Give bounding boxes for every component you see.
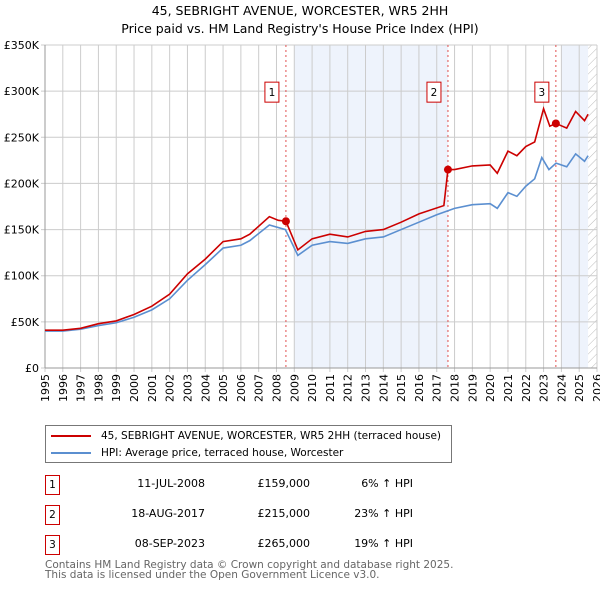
sale-price: £265,000 (257, 537, 311, 550)
sale-label: 1 (269, 87, 276, 99)
x-tick-label: 2007 (253, 374, 266, 402)
legend-swatch-red (51, 435, 91, 437)
x-tick-label: 2019 (466, 374, 479, 402)
x-tick-label: 1997 (75, 374, 88, 402)
x-tick-label: 2005 (217, 374, 230, 402)
sale-label-box (426, 81, 442, 103)
sale-price: £159,000 (257, 477, 311, 490)
hpi-line (45, 152, 589, 332)
sale-row: 3 08-SEP-2023 £265,000 19% ↑ HPI (45, 535, 465, 555)
y-tick-label: £0 (25, 362, 39, 375)
legend-swatch-blue (51, 452, 91, 454)
x-tick-label: 2011 (324, 374, 337, 402)
legend-item-hpi: HPI: Average price, terraced house, Worc… (51, 445, 343, 461)
x-tick-label: 2009 (288, 374, 301, 402)
sale-marker-badge: 3 (45, 535, 60, 555)
y-tick-label: £250K (4, 131, 40, 144)
x-tick-label: 2015 (395, 374, 408, 402)
sale-point (281, 217, 290, 226)
footer: Contains HM Land Registry data © Crown c… (45, 559, 454, 581)
sale-hpi-diff: 23% ↑ HPI (354, 507, 413, 520)
sale-row: 1 11-JUL-2008 £159,000 6% ↑ HPI (45, 475, 465, 495)
sale-date: 11-JUL-2008 (137, 477, 205, 490)
x-tick-label: 2026 (591, 374, 600, 402)
x-tick-label: 2003 (181, 374, 194, 402)
sale-point (551, 119, 560, 128)
sale-label-box (264, 81, 280, 103)
x-tick-label: 2023 (538, 374, 551, 402)
sale-row: 2 18-AUG-2017 £215,000 23% ↑ HPI (45, 505, 465, 525)
sale-hpi-diff: 6% ↑ HPI (361, 477, 413, 490)
price-line (45, 105, 589, 331)
y-tick-label: £350K (4, 39, 40, 52)
x-tick-label: 2014 (377, 374, 390, 402)
sale-point (443, 165, 452, 174)
x-tick-label: 2000 (128, 374, 141, 402)
legend-label: 45, SEBRIGHT AVENUE, WORCESTER, WR5 2HH … (101, 430, 442, 442)
x-tick-label: 2024 (555, 374, 568, 402)
sale-price: £215,000 (257, 507, 311, 520)
forecast-hatch (588, 45, 597, 368)
chart-title: 45, SEBRIGHT AVENUE, WORCESTER, WR5 2HH … (0, 2, 600, 38)
sale-label-box (534, 81, 550, 103)
sale-label: 3 (539, 87, 546, 99)
x-tick-label: 2018 (449, 374, 462, 402)
sale-date: 08-SEP-2023 (134, 537, 205, 550)
sale-date: 18-AUG-2017 (131, 507, 205, 520)
shaded-region (294, 45, 448, 368)
x-tick-label: 1995 (39, 374, 52, 402)
sale-label: 2 (431, 87, 438, 99)
y-tick-label: £150K (4, 224, 40, 237)
legend-item-property: 45, SEBRIGHT AVENUE, WORCESTER, WR5 2HH … (51, 428, 441, 444)
shaded-region (561, 45, 589, 368)
footer-licence: This data is licensed under the Open Gov… (45, 569, 380, 581)
x-tick-label: 1996 (57, 374, 70, 402)
sale-marker-badge: 1 (45, 475, 60, 495)
x-tick-label: 2016 (413, 374, 426, 402)
title-line: 45, SEBRIGHT AVENUE, WORCESTER, WR5 2HH (151, 3, 449, 18)
x-tick-label: 2006 (235, 374, 248, 402)
x-tick-label: 2002 (164, 374, 177, 402)
y-tick-label: £50K (11, 316, 40, 329)
y-tick-label: £100K (4, 270, 40, 283)
x-tick-label: 2022 (520, 374, 533, 402)
x-tick-label: 2001 (146, 374, 159, 402)
y-tick-label: £200K (4, 177, 40, 190)
x-tick-label: 2012 (342, 374, 355, 402)
x-tick-label: 2021 (502, 374, 515, 402)
x-tick-label: 2010 (306, 374, 319, 402)
x-tick-label: 2017 (431, 374, 444, 402)
x-tick-label: 2008 (270, 374, 283, 402)
footer-copyright: Contains HM Land Registry data © Crown c… (45, 559, 454, 571)
x-tick-label: 1999 (110, 374, 123, 402)
y-tick-label: £300K (4, 85, 40, 98)
chart-plot: 1995 1996 1997 1998 1999 2000 2001 2002 2003 2004… (4, 39, 600, 402)
x-tick-label: 2013 (360, 374, 373, 402)
x-tick-label: 2020 (484, 374, 497, 402)
legend-label: HPI: Average price, terraced house, Worc… (101, 447, 344, 459)
legend: 45, SEBRIGHT AVENUE, WORCESTER, WR5 2HH … (45, 425, 452, 463)
x-tick-label: 2025 (573, 374, 586, 402)
subtitle-line: Price paid vs. HM Land Registry's House … (121, 21, 479, 36)
x-tick-label: 2004 (199, 374, 212, 402)
sale-hpi-diff: 19% ↑ HPI (354, 537, 413, 550)
sale-marker-badge: 2 (45, 505, 60, 525)
x-tick-label: 1998 (92, 374, 105, 402)
